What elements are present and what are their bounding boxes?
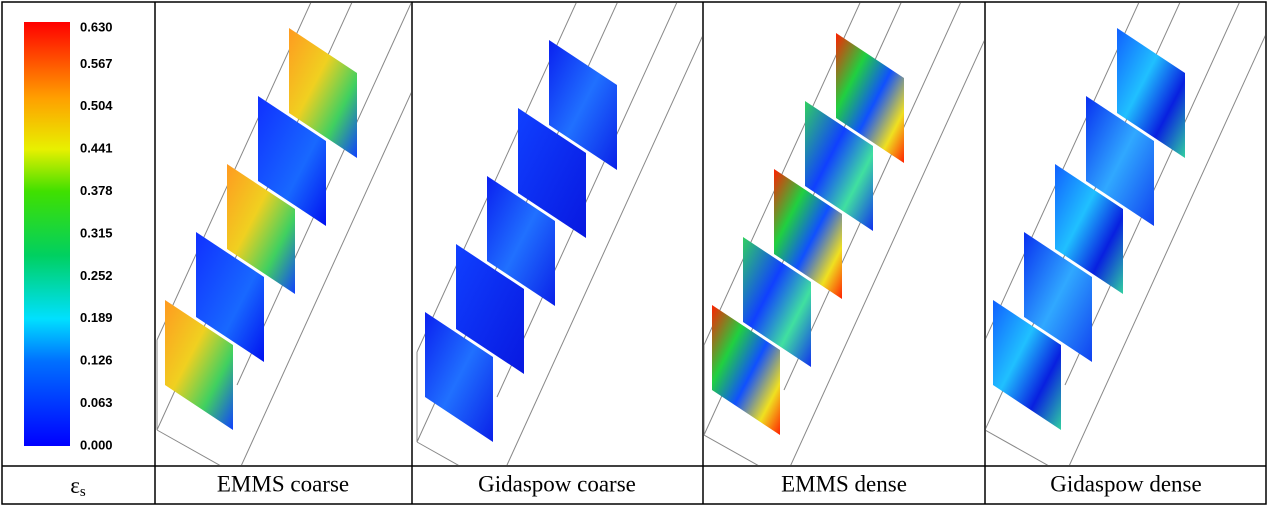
colorbar xyxy=(24,22,70,446)
domain-edge xyxy=(704,435,784,480)
tick-label: 0.441 xyxy=(80,141,113,156)
tick-label: 0.504 xyxy=(80,98,113,113)
colorbar-label: εs xyxy=(70,473,86,500)
tick-label: 0.315 xyxy=(80,225,113,240)
tick-label: 0.189 xyxy=(80,310,113,325)
tick-label: 0.567 xyxy=(80,56,113,71)
tick-label: 0.000 xyxy=(80,437,113,452)
domain-edge xyxy=(157,430,237,475)
tick-label: 0.630 xyxy=(80,19,113,34)
contour-panel xyxy=(985,0,1268,475)
panel-label: EMMS dense xyxy=(781,471,907,496)
domain-edge xyxy=(985,430,1065,475)
panels: EMMS coarse Gidaspow coarse EMMS dense Gida… xyxy=(157,0,1268,496)
panel-label: Gidaspow dense xyxy=(1050,471,1201,496)
contour-panel xyxy=(417,0,776,487)
tick-label: 0.252 xyxy=(80,268,113,283)
panel-label: Gidaspow coarse xyxy=(478,471,636,496)
tick-label: 0.378 xyxy=(80,183,113,198)
tick-label: 0.063 xyxy=(80,395,113,410)
panel-label: EMMS coarse xyxy=(217,471,349,496)
figure: εs EMMS coarse Gidaspow coarse EMMS dense G… xyxy=(0,0,1268,506)
tick-label: 0.126 xyxy=(80,353,113,368)
contour-panel xyxy=(704,0,1063,480)
